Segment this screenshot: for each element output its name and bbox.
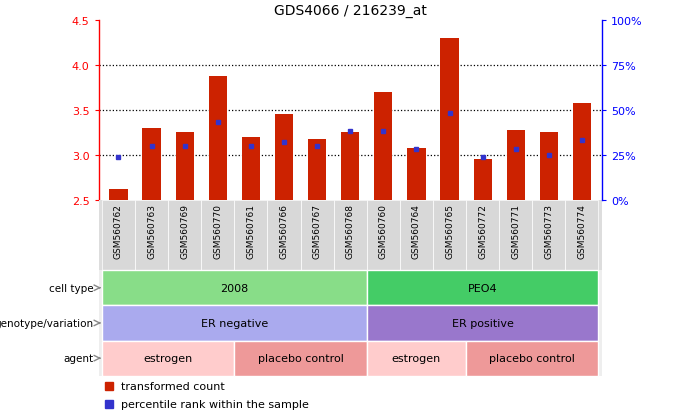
Bar (466, 200, 499, 271)
Bar (102, 271, 367, 306)
Bar (242, 138, 260, 200)
Bar (201, 200, 235, 271)
Text: GSM560765: GSM560765 (445, 204, 454, 259)
Text: cell type: cell type (49, 283, 94, 293)
Bar (367, 271, 598, 306)
Text: GSM560773: GSM560773 (544, 204, 554, 259)
Text: GSM560760: GSM560760 (379, 204, 388, 259)
Text: ER negative: ER negative (201, 318, 268, 328)
Text: GSM560762: GSM560762 (114, 204, 123, 259)
Bar (308, 140, 326, 200)
Bar (565, 200, 598, 271)
Bar (433, 200, 466, 271)
Bar (532, 200, 565, 271)
Bar (374, 93, 392, 200)
Bar (235, 200, 267, 271)
Text: transformed count: transformed count (121, 381, 225, 391)
Bar (540, 133, 558, 200)
Text: percentile rank within the sample: percentile rank within the sample (121, 399, 309, 409)
Bar (341, 133, 359, 200)
Text: GSM560764: GSM560764 (412, 204, 421, 259)
Bar (143, 128, 160, 200)
Text: GSM560768: GSM560768 (345, 204, 355, 259)
Bar (407, 149, 426, 200)
Text: estrogen: estrogen (143, 353, 192, 363)
Text: placebo control: placebo control (490, 353, 575, 363)
Bar (400, 200, 433, 271)
Bar (441, 39, 458, 200)
Text: GSM560763: GSM560763 (147, 204, 156, 259)
Text: PEO4: PEO4 (468, 283, 498, 293)
Bar (507, 130, 525, 200)
Text: placebo control: placebo control (258, 353, 343, 363)
Title: GDS4066 / 216239_at: GDS4066 / 216239_at (274, 4, 426, 18)
Bar (573, 104, 591, 200)
Bar (102, 200, 135, 271)
Bar (102, 341, 235, 376)
Text: estrogen: estrogen (392, 353, 441, 363)
Text: GSM560761: GSM560761 (246, 204, 256, 259)
Bar (301, 200, 334, 271)
Text: GSM560771: GSM560771 (511, 204, 520, 259)
Bar (275, 115, 293, 200)
Bar (102, 306, 367, 341)
Bar (499, 200, 532, 271)
Bar (168, 200, 201, 271)
Bar (109, 190, 128, 200)
Text: GSM560772: GSM560772 (478, 204, 487, 259)
Text: GSM560774: GSM560774 (577, 204, 586, 259)
Bar (175, 133, 194, 200)
Bar (367, 306, 598, 341)
Text: 2008: 2008 (220, 283, 248, 293)
Bar (367, 200, 400, 271)
Bar (334, 200, 367, 271)
Text: agent: agent (63, 353, 94, 363)
Text: GSM560769: GSM560769 (180, 204, 189, 259)
Bar (135, 200, 168, 271)
Text: GSM560767: GSM560767 (313, 204, 322, 259)
Text: GSM560770: GSM560770 (214, 204, 222, 259)
Bar (473, 160, 492, 200)
Text: GSM560766: GSM560766 (279, 204, 288, 259)
Bar (267, 200, 301, 271)
Text: genotype/variation: genotype/variation (0, 318, 94, 328)
Bar (235, 341, 367, 376)
Bar (466, 341, 598, 376)
Bar (209, 76, 227, 200)
Text: ER positive: ER positive (452, 318, 513, 328)
Bar (367, 341, 466, 376)
